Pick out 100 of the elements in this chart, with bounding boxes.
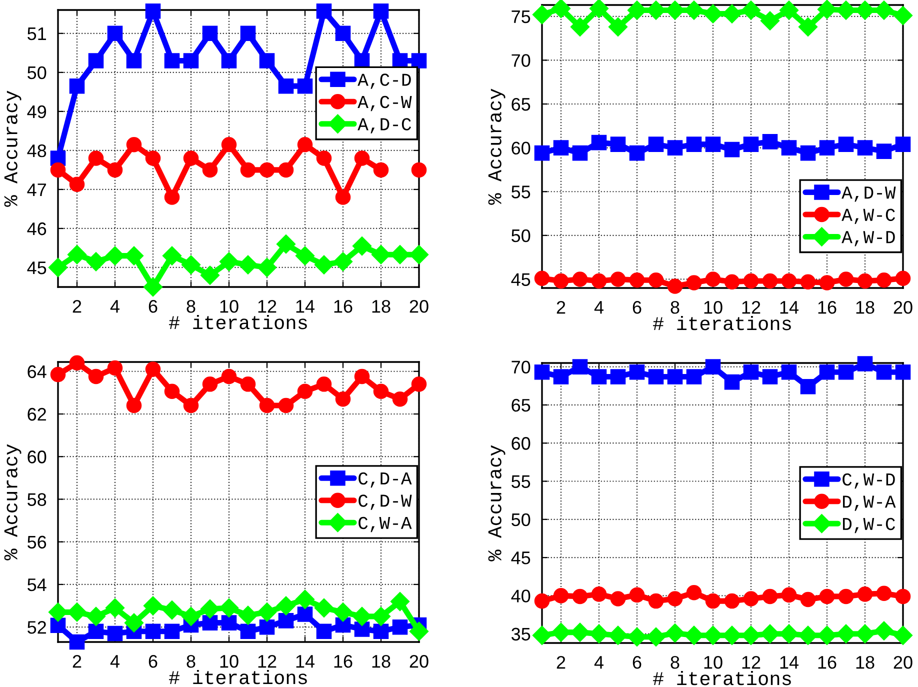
point	[686, 585, 702, 600]
point	[534, 270, 550, 286]
point	[798, 17, 818, 36]
point	[238, 255, 258, 274]
point	[181, 606, 201, 626]
y-tick-label: 50	[28, 66, 46, 80]
x-tick-label: 14	[780, 301, 799, 314]
point	[762, 134, 778, 150]
point	[126, 53, 142, 68]
point	[724, 374, 740, 390]
x-axis-title: # iterations	[652, 316, 791, 330]
x-axis-title: # iterations	[168, 670, 307, 684]
point	[373, 4, 389, 19]
point	[409, 622, 429, 641]
point	[126, 398, 142, 414]
point	[352, 236, 372, 256]
point	[86, 606, 106, 626]
point	[240, 376, 256, 392]
x-tick-label: 20	[410, 654, 428, 668]
point	[741, 0, 761, 20]
point	[316, 4, 332, 19]
x-tick-label: 4	[594, 656, 604, 669]
legend-label: C,W-D	[842, 473, 895, 489]
point	[297, 78, 313, 94]
point	[373, 624, 389, 639]
point	[819, 140, 835, 156]
point	[553, 273, 569, 289]
point	[534, 593, 550, 609]
point	[762, 369, 778, 384]
point	[69, 78, 85, 94]
point	[532, 5, 552, 24]
point	[781, 364, 797, 380]
point	[145, 4, 161, 19]
point	[686, 275, 702, 290]
point	[278, 78, 294, 94]
point	[200, 266, 220, 285]
point	[800, 274, 816, 290]
point	[893, 6, 913, 26]
legend-label: D,W-A	[843, 496, 896, 511]
point	[743, 591, 759, 606]
x-tick-label: 16	[818, 300, 836, 314]
x-tick-label: 18	[856, 300, 874, 314]
point	[316, 376, 332, 392]
x-tick-label: 20	[410, 300, 428, 313]
point	[107, 26, 123, 42]
point	[88, 624, 104, 639]
y-axis-title: % Accuracy	[488, 445, 506, 562]
point	[259, 398, 275, 414]
point	[724, 274, 740, 290]
point	[373, 384, 389, 400]
point	[126, 136, 142, 152]
y-tick-label: 56	[28, 536, 46, 549]
point	[164, 190, 180, 205]
point	[686, 136, 702, 152]
point	[779, 0, 799, 20]
point	[411, 162, 427, 178]
x-tick-label: 20	[894, 656, 912, 669]
x-tick-label: 8	[186, 300, 196, 313]
point	[876, 144, 892, 159]
point	[107, 360, 123, 376]
y-tick-label: 40	[511, 590, 530, 602]
x-tick-label: 6	[632, 300, 642, 314]
legend-label: D,W-C	[843, 518, 896, 534]
point	[335, 26, 351, 42]
point	[857, 586, 873, 602]
y-tick-label: 60	[512, 142, 530, 155]
point	[143, 277, 163, 297]
x-axis-title: # iterations	[652, 670, 791, 686]
point	[591, 134, 607, 150]
y-axis-title: % Accuracy	[4, 444, 22, 560]
point	[743, 273, 759, 289]
point	[874, 621, 894, 640]
x-tick-label: 4	[110, 655, 120, 668]
point	[221, 368, 237, 384]
legend-label: A,D-W	[842, 186, 896, 202]
point	[591, 369, 607, 384]
point	[857, 273, 873, 289]
point	[278, 398, 294, 414]
point	[164, 53, 180, 68]
point	[893, 626, 913, 645]
point	[876, 364, 892, 380]
point	[876, 272, 892, 288]
point	[589, 624, 609, 644]
point	[895, 270, 911, 286]
y-tick-label: 35	[511, 628, 530, 641]
point	[724, 593, 740, 609]
point	[857, 356, 873, 372]
point	[572, 145, 588, 161]
x-tick-label: 12	[258, 300, 276, 313]
point	[629, 364, 645, 380]
x-tick-label: 16	[818, 656, 836, 669]
y-axis-title: % Accuracy	[4, 90, 22, 207]
point	[800, 145, 816, 161]
point	[164, 624, 180, 639]
legend-label: A,W-C	[842, 208, 896, 224]
point	[295, 246, 315, 266]
point	[354, 622, 370, 637]
point	[295, 590, 315, 609]
x-tick-label: 14	[780, 656, 799, 669]
x-tick-label: 18	[372, 300, 390, 313]
